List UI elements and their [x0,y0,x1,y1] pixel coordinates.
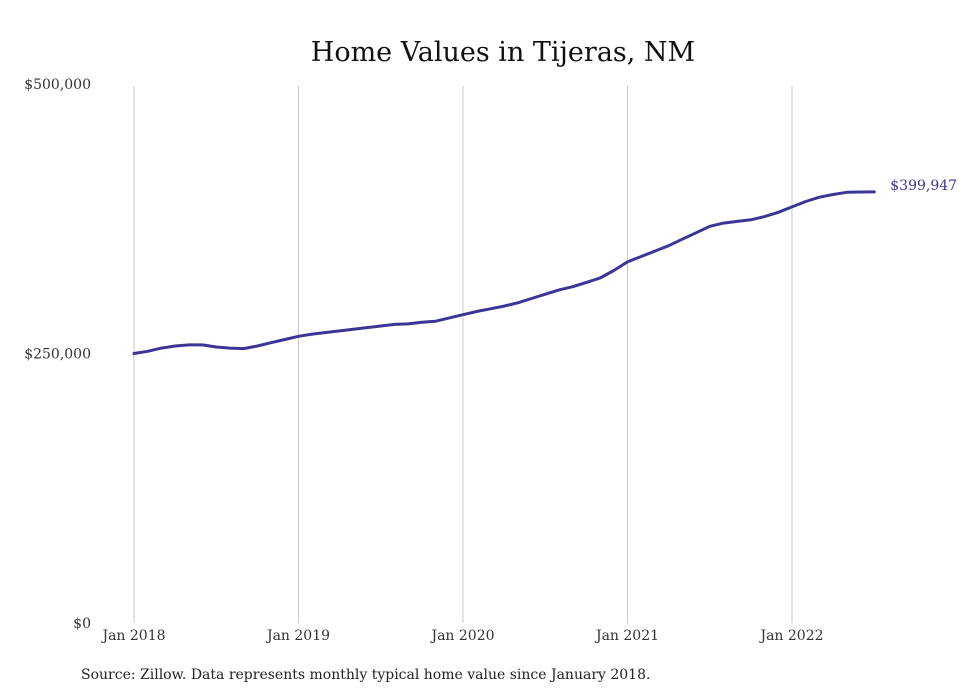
y-tick-label: $250,000 [24,347,91,363]
x-tick-label: Jan 2019 [265,628,330,644]
x-tick-label: Jan 2021 [594,628,659,644]
x-tick-label: Jan 2020 [429,628,494,644]
source-note: Source: Zillow. Data represents monthly … [81,667,651,683]
y-tick-label: $500,000 [24,77,91,93]
x-tick-label: Jan 2018 [100,628,165,644]
x-axis-ticks: Jan 2018 Jan 2019 Jan 2020 Jan 2021 Jan 2022 [100,628,823,644]
series-line [132,190,876,355]
y-tick-label: $0 [73,616,91,632]
series-layer [132,190,876,355]
x-tick-label: Jan 2022 [758,628,823,644]
chart-title: Home Values in Tijeras, NM [311,37,695,68]
end-value-label: $399,947 [890,178,957,194]
y-axis-ticks: $0 $250,000 $500,000 [24,77,91,632]
gridlines [133,86,793,623]
